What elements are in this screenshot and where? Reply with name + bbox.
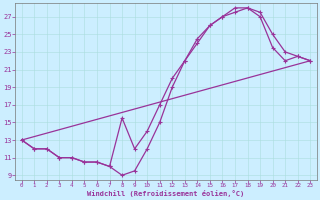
X-axis label: Windchill (Refroidissement éolien,°C): Windchill (Refroidissement éolien,°C) (87, 190, 244, 197)
